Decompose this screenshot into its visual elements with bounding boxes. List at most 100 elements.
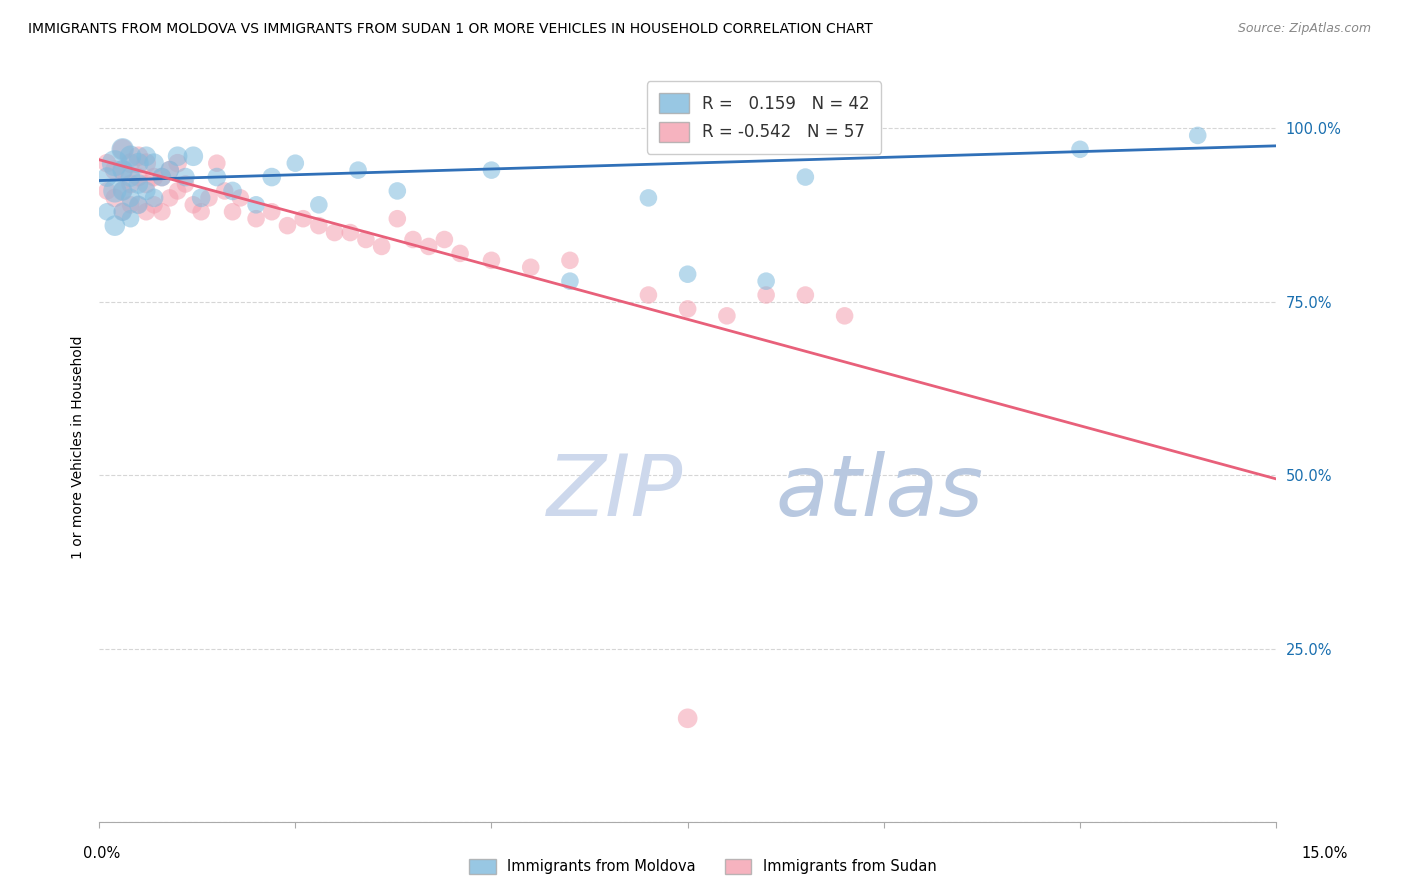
Point [276, 219, 298, 233]
Point [111, 142, 134, 156]
Point [111, 184, 134, 198]
Text: IMMIGRANTS FROM MOLDOVA VS IMMIGRANTS FROM SUDAN 1 OR MORE VEHICLES IN HOUSEHOLD: IMMIGRANTS FROM MOLDOVA VS IMMIGRANTS FR… [28, 22, 873, 37]
Point [120, 156, 142, 170]
Text: atlas: atlas [776, 451, 984, 534]
Point [143, 156, 166, 170]
Point [111, 184, 134, 198]
Point [127, 198, 149, 212]
Point [190, 191, 212, 205]
Text: Source: ZipAtlas.com: Source: ZipAtlas.com [1237, 22, 1371, 36]
Point [558, 253, 581, 268]
Point [104, 184, 127, 198]
Point [387, 184, 409, 198]
Point [676, 301, 699, 316]
Point [135, 184, 157, 198]
Point [104, 191, 127, 205]
Legend: Immigrants from Moldova, Immigrants from Sudan: Immigrants from Moldova, Immigrants from… [464, 853, 942, 880]
Point [481, 253, 503, 268]
Point [245, 198, 267, 212]
Point [159, 191, 181, 205]
Point [481, 163, 503, 178]
Point [120, 191, 142, 205]
Point [308, 219, 330, 233]
Point [143, 198, 166, 212]
Point [127, 198, 149, 212]
Point [127, 149, 149, 163]
Point [260, 204, 283, 219]
Point [120, 211, 142, 226]
Point [104, 163, 127, 178]
Point [159, 163, 181, 178]
Point [143, 191, 166, 205]
Point [558, 274, 581, 288]
Point [127, 156, 149, 170]
Point [96, 170, 118, 185]
Point [111, 204, 134, 219]
Point [347, 163, 370, 178]
Text: ZIP: ZIP [547, 451, 683, 534]
Text: 15.0%: 15.0% [1302, 847, 1347, 861]
Point [96, 156, 118, 170]
Point [135, 204, 157, 219]
Point [354, 233, 377, 247]
Point [449, 246, 471, 260]
Point [159, 163, 181, 178]
Point [150, 170, 173, 185]
Point [214, 184, 236, 198]
Point [794, 170, 817, 185]
Point [135, 149, 157, 163]
Point [96, 184, 118, 198]
Point [127, 170, 149, 185]
Point [339, 226, 361, 240]
Point [104, 156, 127, 170]
Point [127, 177, 149, 191]
Point [104, 219, 127, 233]
Point [370, 239, 392, 253]
Point [676, 711, 699, 725]
Point [245, 211, 267, 226]
Point [1187, 128, 1209, 143]
Point [519, 260, 541, 275]
Point [755, 274, 778, 288]
Point [221, 204, 243, 219]
Point [181, 149, 204, 163]
Point [229, 191, 252, 205]
Point [433, 233, 456, 247]
Point [190, 204, 212, 219]
Point [181, 198, 204, 212]
Point [150, 204, 173, 219]
Point [120, 149, 142, 163]
Point [111, 142, 134, 156]
Point [637, 288, 659, 302]
Point [418, 239, 440, 253]
Point [794, 288, 817, 302]
Point [284, 156, 307, 170]
Point [120, 170, 142, 185]
Point [174, 170, 197, 185]
Point [205, 170, 228, 185]
Point [308, 198, 330, 212]
Point [205, 156, 228, 170]
Point [1069, 142, 1091, 156]
Point [150, 170, 173, 185]
Point [135, 156, 157, 170]
Point [96, 204, 118, 219]
Y-axis label: 1 or more Vehicles in Household: 1 or more Vehicles in Household [72, 336, 86, 559]
Point [111, 204, 134, 219]
Point [755, 288, 778, 302]
Point [676, 267, 699, 281]
Point [292, 211, 315, 226]
Point [260, 170, 283, 185]
Point [111, 163, 134, 178]
Point [323, 226, 346, 240]
Point [166, 184, 188, 198]
Point [637, 191, 659, 205]
Point [143, 170, 166, 185]
Point [387, 211, 409, 226]
Point [174, 177, 197, 191]
Point [402, 233, 425, 247]
Point [166, 156, 188, 170]
Point [120, 198, 142, 212]
Point [221, 184, 243, 198]
Point [716, 309, 738, 323]
